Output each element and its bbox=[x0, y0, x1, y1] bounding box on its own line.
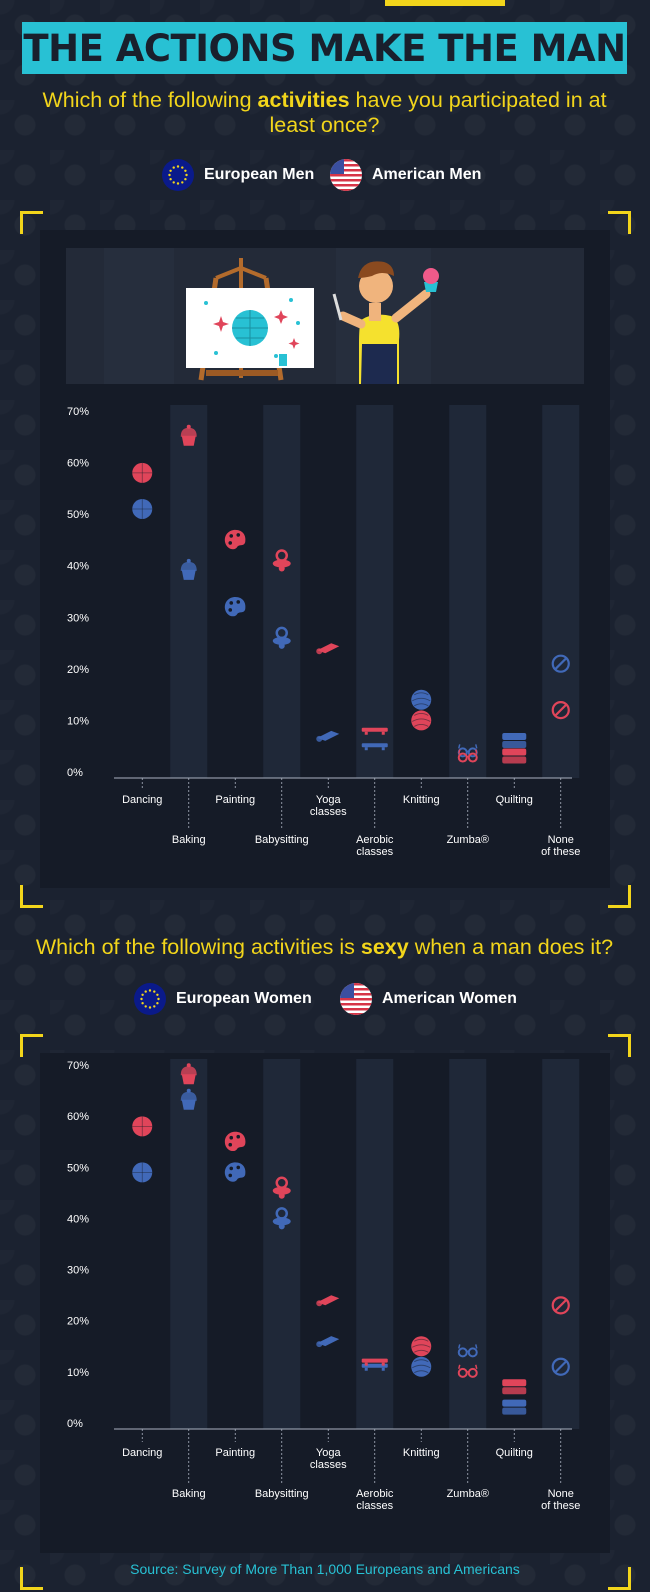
legend-american-women: American Women bbox=[340, 983, 517, 1015]
question-2-text-end: when a man does it? bbox=[408, 935, 614, 959]
frame-corner bbox=[20, 1034, 43, 1057]
frame-corner bbox=[608, 1567, 631, 1590]
source-note: Source: Survey of More Than 1,000 Europe… bbox=[130, 1561, 520, 1577]
legend-european-women: European Women bbox=[134, 983, 312, 1015]
frame-corner bbox=[20, 1567, 43, 1590]
legend-label-european-men: European Men bbox=[204, 166, 315, 183]
question-2: Which of the following activities is sex… bbox=[22, 935, 627, 960]
man-painter-icon bbox=[332, 261, 439, 384]
chart-panel-2 bbox=[40, 1053, 610, 1553]
question-1-text: Which of the following bbox=[42, 88, 258, 112]
frame-corner bbox=[20, 885, 43, 908]
frame-corner bbox=[20, 211, 43, 234]
question-1: Which of the following activities have y… bbox=[22, 88, 627, 138]
question-2-text: Which of the following activities is bbox=[35, 935, 361, 959]
eu-flag-icon bbox=[162, 159, 194, 191]
question-2-emphasis: sexy bbox=[360, 935, 409, 959]
legend-american-men: American Men bbox=[330, 159, 481, 191]
us-flag-icon bbox=[340, 983, 372, 1015]
legend-label-european-women: European Women bbox=[176, 990, 312, 1007]
top-accent-bar bbox=[385, 0, 505, 6]
legend-label-american-women: American Women bbox=[382, 990, 517, 1007]
eu-flag-icon bbox=[134, 983, 166, 1015]
legend-label-american-men: American Men bbox=[372, 166, 482, 183]
frame-corner bbox=[608, 885, 631, 908]
question-1-emphasis: activities bbox=[257, 88, 350, 112]
legend-european-men: European Men bbox=[162, 159, 314, 191]
question-1-text-end: have you participated in at least once? bbox=[269, 88, 607, 137]
us-flag-icon bbox=[330, 159, 362, 191]
frame-corner bbox=[608, 1034, 631, 1057]
title-banner: THE ACTIONS MAKE THE MAN bbox=[22, 22, 627, 74]
illustration-banner bbox=[66, 248, 584, 384]
frame-corner bbox=[608, 211, 631, 234]
page-title: THE ACTIONS MAKE THE MAN bbox=[23, 26, 626, 70]
